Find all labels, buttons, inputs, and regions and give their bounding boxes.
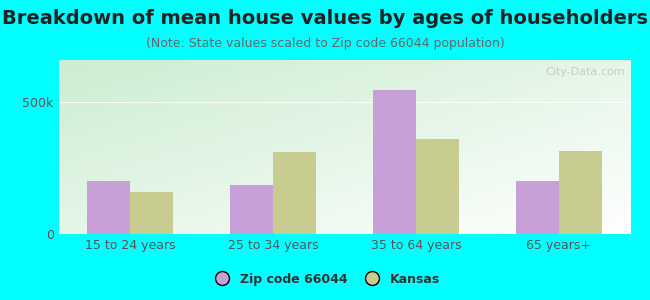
Text: Breakdown of mean house values by ages of householders: Breakdown of mean house values by ages o… [2, 9, 648, 28]
Legend: Zip code 66044, Kansas: Zip code 66044, Kansas [205, 268, 445, 291]
Bar [230, 185, 273, 234]
Bar [516, 181, 559, 234]
Bar [273, 152, 316, 234]
Bar [373, 90, 416, 234]
Text: (Note: State values scaled to Zip code 66044 population): (Note: State values scaled to Zip code 6… [146, 38, 504, 50]
Bar [130, 192, 173, 234]
Bar [87, 181, 130, 234]
Bar [559, 151, 602, 234]
Bar [416, 139, 459, 234]
Text: City-Data.com: City-Data.com [545, 67, 625, 77]
